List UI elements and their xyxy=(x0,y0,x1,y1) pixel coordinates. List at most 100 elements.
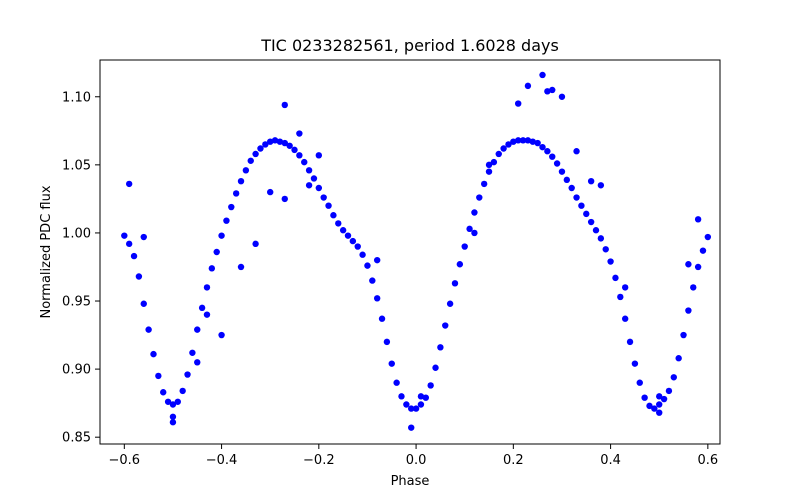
data-point xyxy=(587,177,595,185)
data-point xyxy=(446,300,454,307)
x-tick-label: 0.6 xyxy=(697,453,718,468)
data-point xyxy=(383,338,391,346)
data-point xyxy=(694,263,702,271)
y-tick-label: 0.90 xyxy=(62,363,91,378)
data-point xyxy=(500,145,507,152)
data-point xyxy=(651,405,658,412)
data-point xyxy=(553,160,561,167)
data-point xyxy=(232,190,240,197)
data-point xyxy=(466,225,473,233)
data-point xyxy=(549,153,556,160)
data-point xyxy=(330,212,337,219)
data-point xyxy=(271,137,279,144)
scatter-points xyxy=(121,71,712,431)
data-point xyxy=(641,394,648,401)
data-point xyxy=(276,138,284,145)
data-point xyxy=(262,141,269,148)
data-point xyxy=(558,168,566,175)
data-point xyxy=(135,273,143,280)
axes-frame xyxy=(99,59,721,445)
y-axis-ticks: 0.85 0.90 0.95 1.00 1.05 1.10 xyxy=(62,90,100,446)
y-tick-label: 0.95 xyxy=(62,295,91,310)
data-point xyxy=(607,258,614,265)
data-point xyxy=(578,202,585,209)
data-point xyxy=(680,331,687,339)
data-point xyxy=(286,142,293,149)
data-point xyxy=(587,218,595,226)
data-point xyxy=(252,240,259,248)
data-point xyxy=(150,350,157,358)
data-point xyxy=(160,389,167,396)
data-point xyxy=(296,152,303,159)
data-point xyxy=(194,326,201,333)
data-point xyxy=(534,139,541,147)
y-axis-label: Normalized PDC flux xyxy=(39,185,54,318)
data-point xyxy=(208,265,216,272)
data-point xyxy=(646,402,653,410)
data-point xyxy=(660,395,668,403)
data-point xyxy=(573,148,580,155)
data-point xyxy=(359,251,366,258)
data-point xyxy=(325,202,332,209)
data-point xyxy=(456,261,464,268)
data-point xyxy=(675,355,682,362)
data-point xyxy=(125,240,133,248)
y-tick-label: 0.85 xyxy=(62,431,91,446)
data-point xyxy=(169,413,177,420)
data-point xyxy=(510,138,517,145)
data-point xyxy=(568,184,575,192)
data-point xyxy=(189,349,196,356)
data-point xyxy=(228,203,235,211)
x-axis-ticks: −0.6 −0.4 −0.2 0.0 0.2 0.4 0.6 xyxy=(109,444,718,468)
data-point xyxy=(257,145,264,152)
data-point xyxy=(335,220,342,227)
data-point xyxy=(690,284,697,291)
data-point xyxy=(218,232,225,239)
data-point xyxy=(378,315,386,322)
data-point xyxy=(121,232,128,239)
data-point xyxy=(169,401,177,408)
data-point xyxy=(393,379,400,386)
data-point xyxy=(305,182,313,189)
data-point xyxy=(305,167,313,174)
data-point xyxy=(617,293,624,301)
data-point xyxy=(203,311,211,318)
data-point xyxy=(344,232,352,239)
data-point xyxy=(515,100,522,107)
data-point xyxy=(194,359,201,366)
data-point xyxy=(140,233,147,241)
data-point xyxy=(515,137,522,144)
data-point xyxy=(242,167,250,174)
data-point xyxy=(281,101,288,109)
data-point xyxy=(179,387,186,395)
data-point xyxy=(281,195,288,203)
data-point xyxy=(403,401,410,408)
x-tick-label: 0.4 xyxy=(600,453,621,468)
data-point xyxy=(524,82,532,90)
data-point xyxy=(485,168,493,175)
data-point xyxy=(203,284,211,291)
data-point xyxy=(237,177,245,185)
data-point xyxy=(281,139,288,147)
data-point xyxy=(485,161,493,169)
y-tick-label: 1.10 xyxy=(62,90,91,105)
data-point xyxy=(267,188,274,196)
x-tick-label: −0.4 xyxy=(206,453,238,468)
data-point xyxy=(339,227,347,234)
data-point xyxy=(656,401,663,408)
data-point xyxy=(213,248,220,256)
data-point xyxy=(237,263,245,271)
data-point xyxy=(631,360,639,367)
data-point xyxy=(665,387,673,395)
data-point xyxy=(529,138,536,145)
x-axis-label: Phase xyxy=(391,474,430,489)
data-point xyxy=(685,307,692,314)
y-tick-label: 1.05 xyxy=(62,158,91,173)
data-point xyxy=(442,322,449,329)
data-point xyxy=(417,401,425,408)
data-point xyxy=(310,175,318,182)
data-point xyxy=(626,338,634,346)
data-point xyxy=(164,398,172,405)
